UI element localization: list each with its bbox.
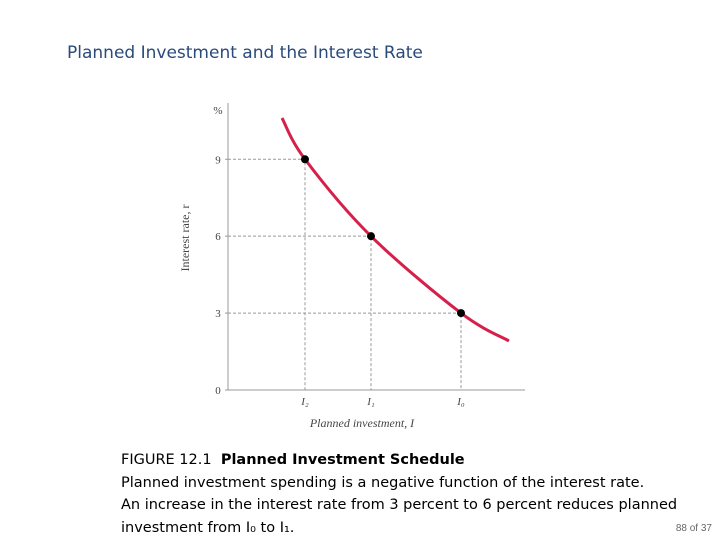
y-tick-label: 3 bbox=[215, 308, 221, 320]
page-number: 88 of 37 bbox=[675, 523, 712, 534]
caption-heading-row: FIGURE 12.1 Planned Investment Schedule bbox=[121, 449, 677, 472]
x-tick-label: I₀ bbox=[456, 396, 465, 408]
caption-line: investment from I₀ to I₁. bbox=[121, 519, 295, 536]
demand-curve bbox=[280, 117, 510, 343]
point bbox=[301, 155, 309, 164]
y-tick-label: 0 bbox=[215, 385, 221, 397]
x-tick-label: I₁ bbox=[366, 396, 375, 408]
guide-line bbox=[228, 312, 462, 390]
y-axis-label: Interest rate, r bbox=[178, 205, 192, 272]
x-axis-label: Planned investment, I bbox=[309, 416, 415, 430]
figure-number: FIGURE 12.1 bbox=[121, 452, 212, 468]
figure-heading: Planned Investment Schedule bbox=[220, 452, 465, 468]
slide-title: Planned Investment and the Interest Rate bbox=[67, 43, 423, 63]
point bbox=[457, 309, 465, 318]
caption: FIGURE 12.1 Planned Investment Schedule … bbox=[121, 449, 677, 539]
point bbox=[367, 232, 375, 241]
x-tick-label: I₂ bbox=[300, 396, 309, 408]
caption-line: An increase in the interest rate from 3 … bbox=[121, 497, 678, 513]
y-tick-label: 6 bbox=[215, 231, 221, 243]
y-tick-label: 9 bbox=[215, 154, 221, 166]
caption-line: Planned investment spending is a negativ… bbox=[121, 474, 645, 491]
y-unit-label: % bbox=[213, 105, 222, 117]
guide-line bbox=[228, 158, 306, 390]
axis-frame bbox=[227, 103, 525, 391]
